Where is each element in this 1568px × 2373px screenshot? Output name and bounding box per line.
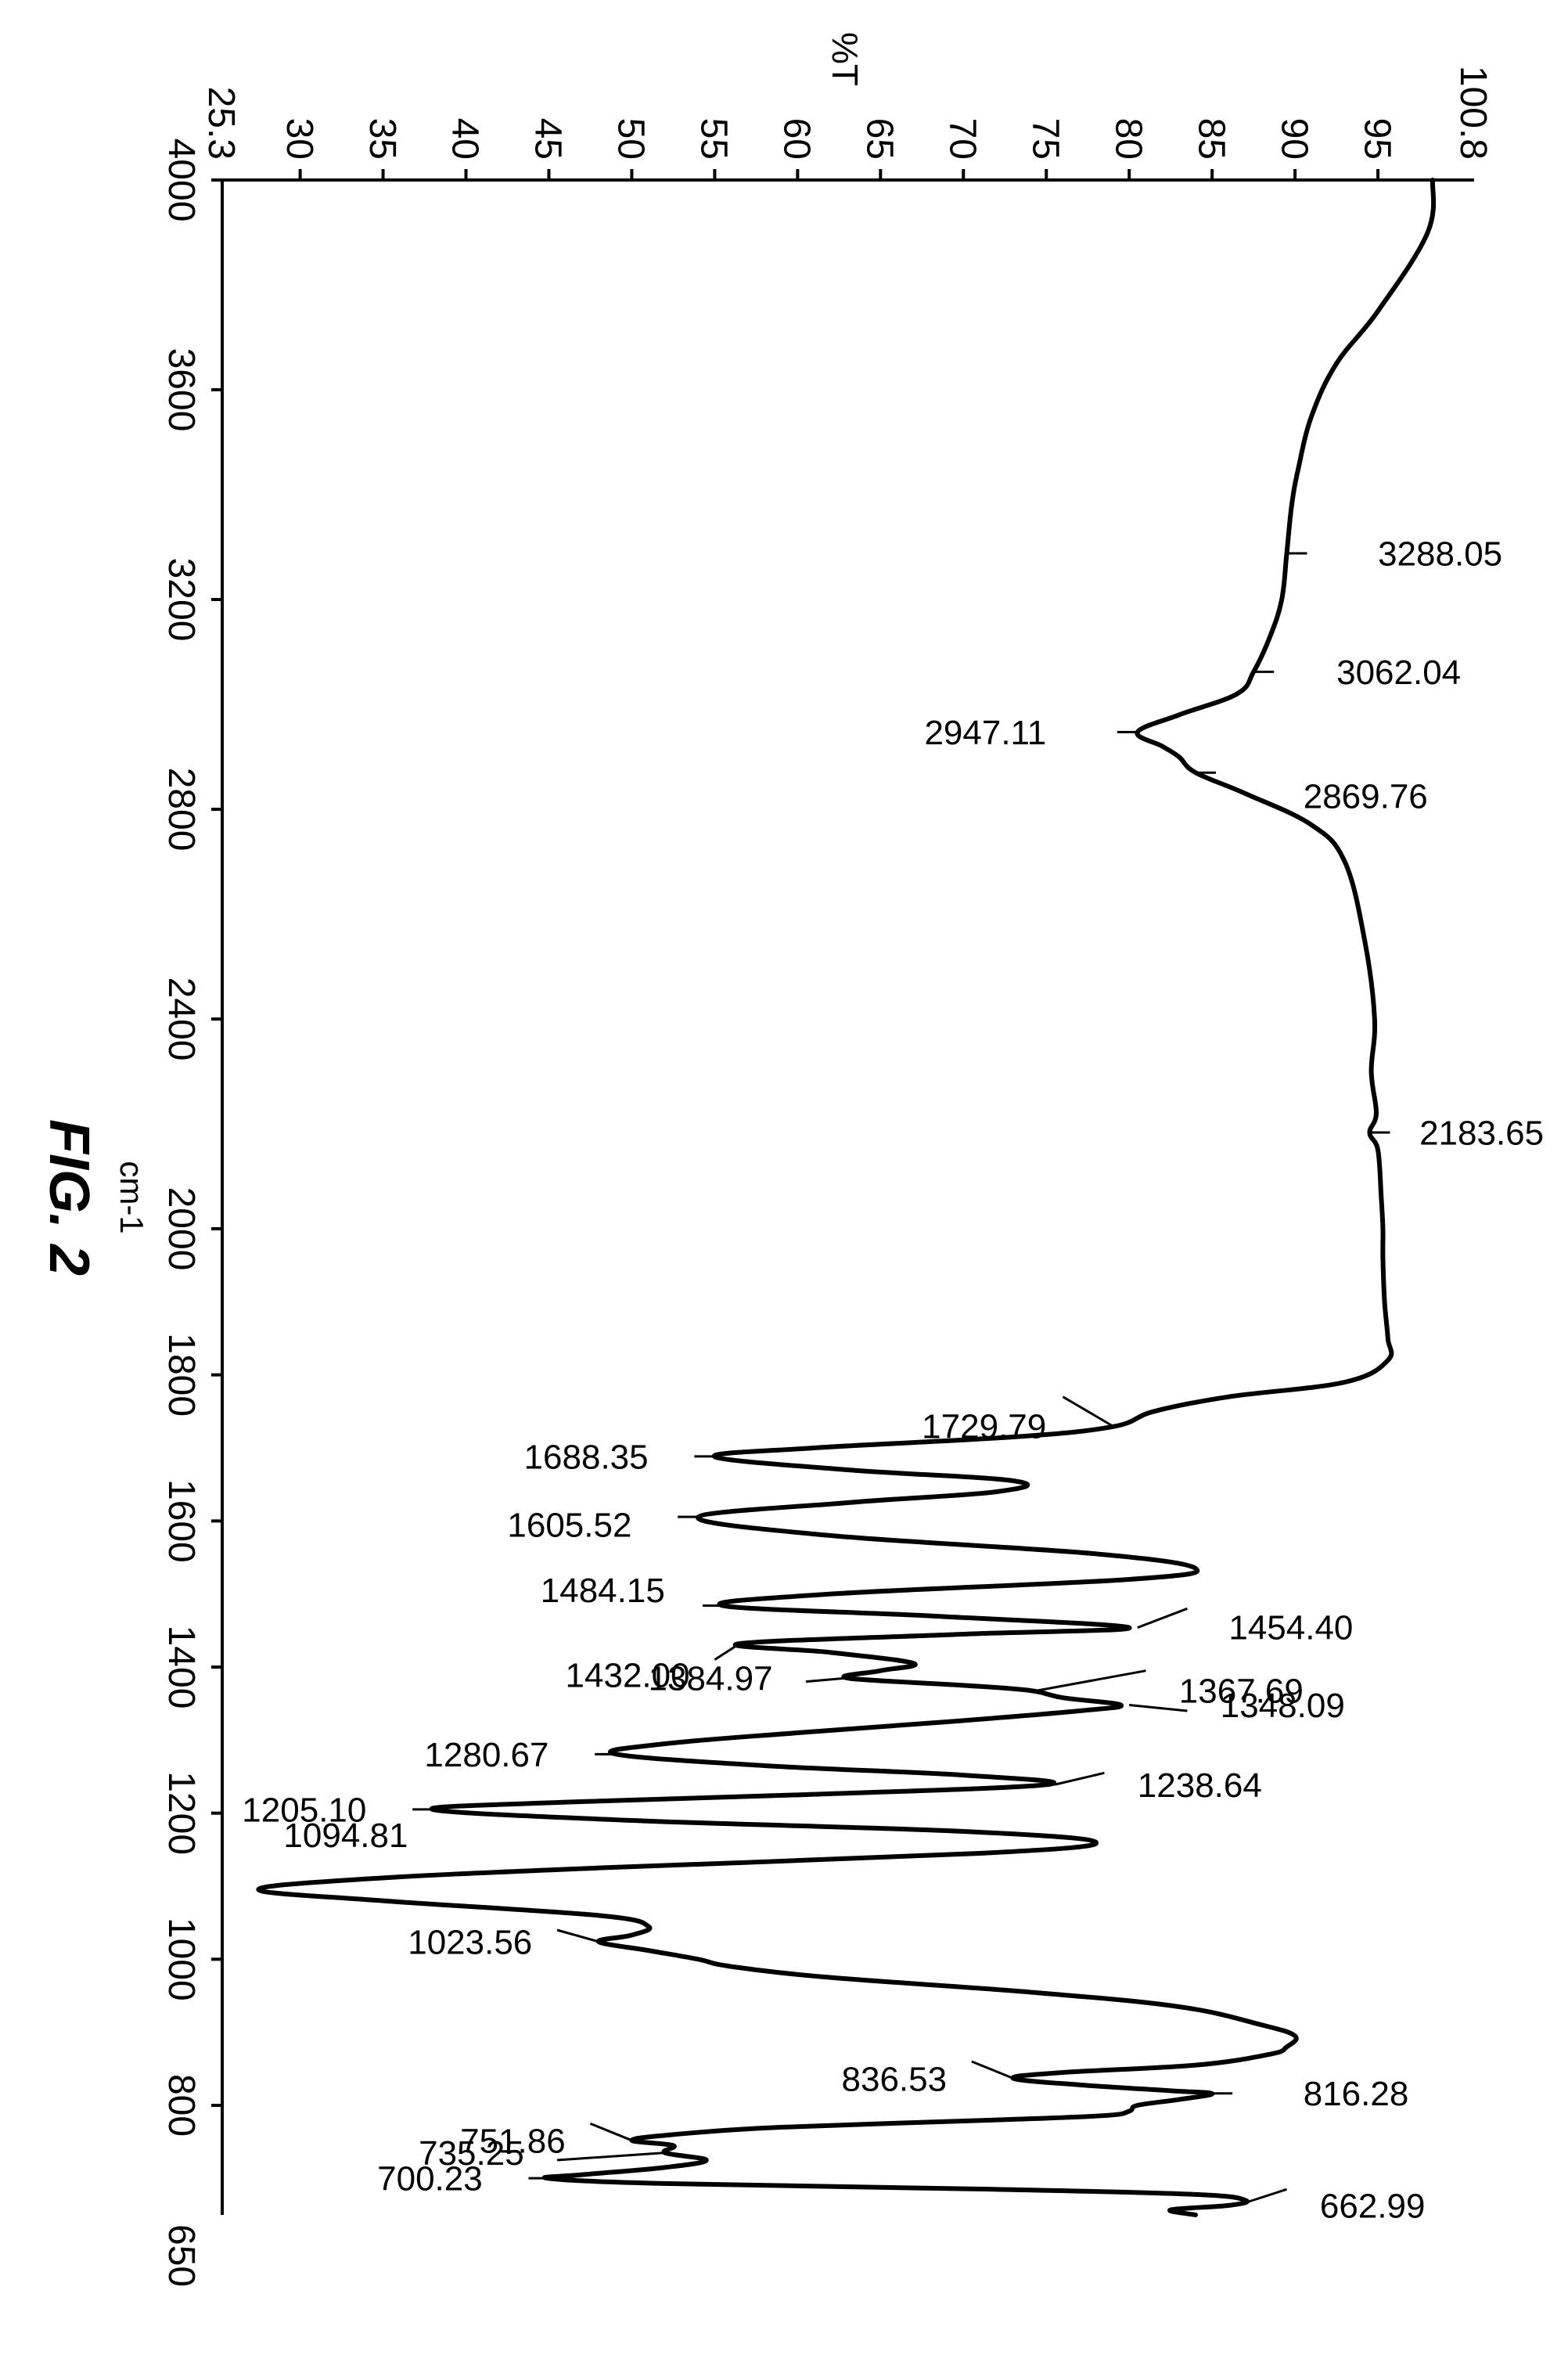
y-tick-label: 60 <box>776 118 818 160</box>
peak-leader <box>557 1930 599 1942</box>
figure-caption: FIG. 2 <box>38 1119 100 1276</box>
x-tick-label: 3200 <box>160 558 202 642</box>
spectrum-line <box>258 180 1433 2215</box>
y-tick-label: 40 <box>444 118 486 160</box>
peak-label: 1605.52 <box>507 1507 631 1545</box>
y-tick-label: 30 <box>279 118 320 160</box>
x-tick-label: 1800 <box>160 1333 202 1417</box>
y-tick-label: 35 <box>361 118 403 160</box>
peak-label: 3288.05 <box>1378 535 1502 573</box>
peak-label: 1348.09 <box>1221 1687 1345 1725</box>
x-end-label: 650 <box>160 2224 202 2287</box>
peak-label: 1238.64 <box>1138 1766 1262 1805</box>
peak-label: 1688.35 <box>524 1438 649 1476</box>
peak-label: 1023.56 <box>408 1924 532 1962</box>
x-tick-label: 4000 <box>160 139 202 222</box>
peak-label: 3062.04 <box>1336 654 1461 692</box>
x-tick-label: 1600 <box>160 1479 202 1563</box>
peak-label: 1484.15 <box>541 1572 665 1610</box>
page: { "figure_caption": "FIG. 2", "chart": {… <box>0 0 1568 2373</box>
peak-leader <box>1138 1608 1188 1627</box>
peak-label: 2183.65 <box>1419 1114 1544 1152</box>
y-tick-label: 70 <box>941 118 983 160</box>
peak-label: 836.53 <box>842 2060 948 2098</box>
ir-spectrum-chart: 95 90 85 80 75 70 65 60 55 50 45 40 35 30 100.8 25.3 %T 4… <box>0 0 1568 2373</box>
peak-label: 2869.76 <box>1304 778 1428 816</box>
y-tick-label: 95 <box>1356 118 1397 160</box>
x-tick-label: 2400 <box>160 978 202 1061</box>
peak-label: 2947.11 <box>924 714 1046 752</box>
peak-label: 662.99 <box>1320 2187 1426 2225</box>
peak-leader <box>1237 2189 1287 2206</box>
x-tick-label: 1200 <box>160 1771 202 1855</box>
y-tick-label: 65 <box>859 118 901 160</box>
y-end-label: 25.3 <box>200 87 242 160</box>
peak-label: 1384.97 <box>649 1659 773 1698</box>
peak-leader <box>714 1644 739 1660</box>
peak-leader <box>557 2153 665 2160</box>
peak-label: 1454.40 <box>1228 1609 1353 1647</box>
ir-spectrum-figure: { "figure_caption": "FIG. 2", "chart": {… <box>0 0 1568 2373</box>
y-tick-label: 50 <box>610 118 652 160</box>
peak-leader <box>590 2123 631 2140</box>
peak-leader <box>806 1678 847 1682</box>
x-tick-label: 800 <box>160 2074 202 2137</box>
x-tick-label: 2000 <box>160 1187 202 1271</box>
peak-leader <box>1063 1397 1113 1426</box>
peak-label: 1729.79 <box>922 1408 1046 1446</box>
y-tick-label: 45 <box>527 118 569 160</box>
y-tick-label: 80 <box>1107 118 1149 160</box>
x-tick-label: 3600 <box>160 348 202 432</box>
y-end-label: 100.8 <box>1452 66 1494 160</box>
peak-leader <box>1055 1773 1105 1784</box>
y-tick-label: 55 <box>693 118 735 160</box>
peak-label: 816.28 <box>1304 2075 1409 2113</box>
x-tick-label: 2800 <box>160 768 202 852</box>
y-tick-label: 75 <box>1024 118 1066 160</box>
x-tick-label: 1400 <box>160 1626 202 1709</box>
peak-leader <box>1038 1671 1146 1691</box>
peak-label: 1094.81 <box>283 1817 408 1855</box>
x-tick-label: 1000 <box>160 1917 202 2001</box>
peak-label: 700.23 <box>377 2160 483 2198</box>
peak-leader <box>972 2062 1013 2078</box>
peak-label: 1280.67 <box>424 1736 548 1774</box>
y-tick-label: 90 <box>1273 118 1314 160</box>
y-axis-label: %T <box>825 32 865 86</box>
x-axis-label: cm-1 <box>113 1161 150 1233</box>
y-tick-label: 85 <box>1190 118 1232 160</box>
rotated-figure-container: { "figure_caption": "FIG. 2", "chart": {… <box>0 0 1568 2373</box>
